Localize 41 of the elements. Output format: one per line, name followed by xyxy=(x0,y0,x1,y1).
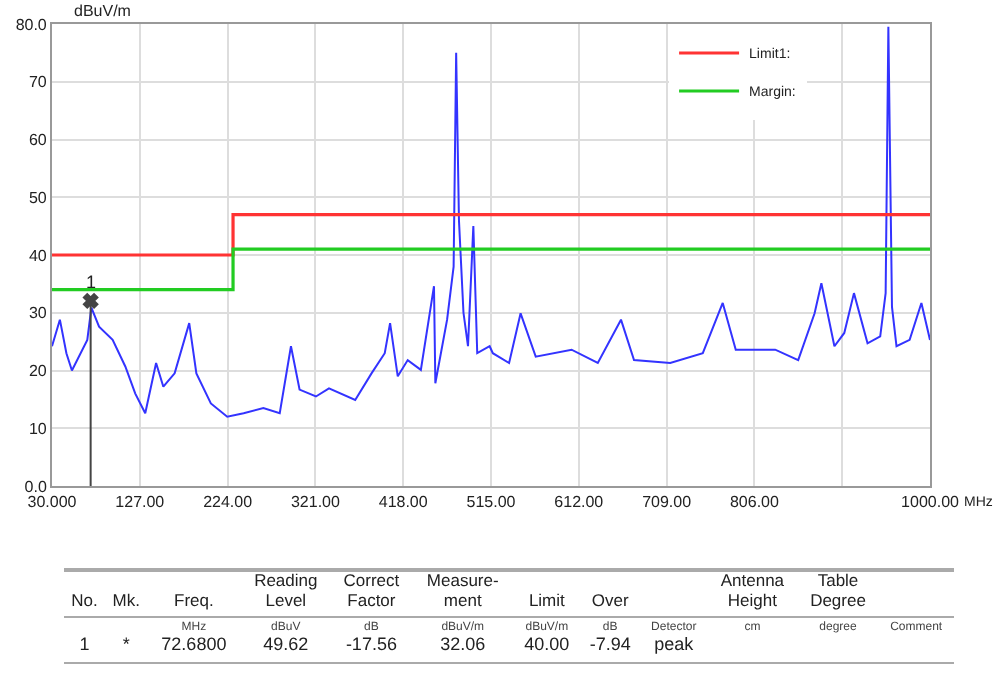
x-tick-label: 515.00 xyxy=(466,493,517,512)
text: 40.00 xyxy=(513,634,580,663)
text: -7.94 xyxy=(579,634,641,663)
text: Freq. xyxy=(172,587,216,614)
text: -17.56 xyxy=(331,634,412,663)
text: peak xyxy=(640,634,708,663)
y-tick-label: 10 xyxy=(28,419,48,438)
line-series xyxy=(52,25,930,418)
text: Table Degree xyxy=(808,570,868,614)
text: 49.62 xyxy=(240,634,332,663)
x-tick-label: 321.00 xyxy=(290,493,341,512)
text: * xyxy=(105,634,148,663)
text: Over xyxy=(589,587,631,614)
text: 72.6800 xyxy=(147,634,241,663)
x-tick-label: 127.00 xyxy=(115,493,166,512)
y-tick-label: 0.0 xyxy=(24,477,48,496)
y-axis-title: dBuV/m xyxy=(74,2,132,20)
y-tick-label: 80.0 xyxy=(15,15,48,34)
y-tick-label: 70 xyxy=(28,73,48,92)
y-tick-label: 30 xyxy=(28,304,48,323)
x-tick-label: 418.00 xyxy=(378,493,429,512)
annotation: 1 xyxy=(86,272,97,292)
text: No. xyxy=(69,587,100,614)
text: Measure- ment xyxy=(424,570,501,614)
text: Reading Level xyxy=(252,570,320,614)
y-tick-label: 50 xyxy=(28,188,48,207)
text: 32.06 xyxy=(411,634,514,663)
y-tick-label: 40 xyxy=(28,246,48,265)
text: Antenna Height xyxy=(718,570,787,614)
text: Correct Factor xyxy=(341,570,402,614)
x-tick-label: 1000.00 xyxy=(901,493,961,512)
y-tick-label: 20 xyxy=(28,362,48,381)
x-tick-label: 30.000 xyxy=(27,493,78,512)
text: Mk. xyxy=(110,587,142,614)
y-tick-label: 60 xyxy=(28,131,48,150)
x-tick-label: 612.00 xyxy=(554,493,605,512)
x-tick-label: 806.00 xyxy=(729,493,780,512)
x-tick-label: 224.00 xyxy=(203,493,254,512)
text: Limit xyxy=(526,587,567,614)
x-tick-label: 709.00 xyxy=(642,493,693,512)
text: 1 xyxy=(64,634,106,663)
